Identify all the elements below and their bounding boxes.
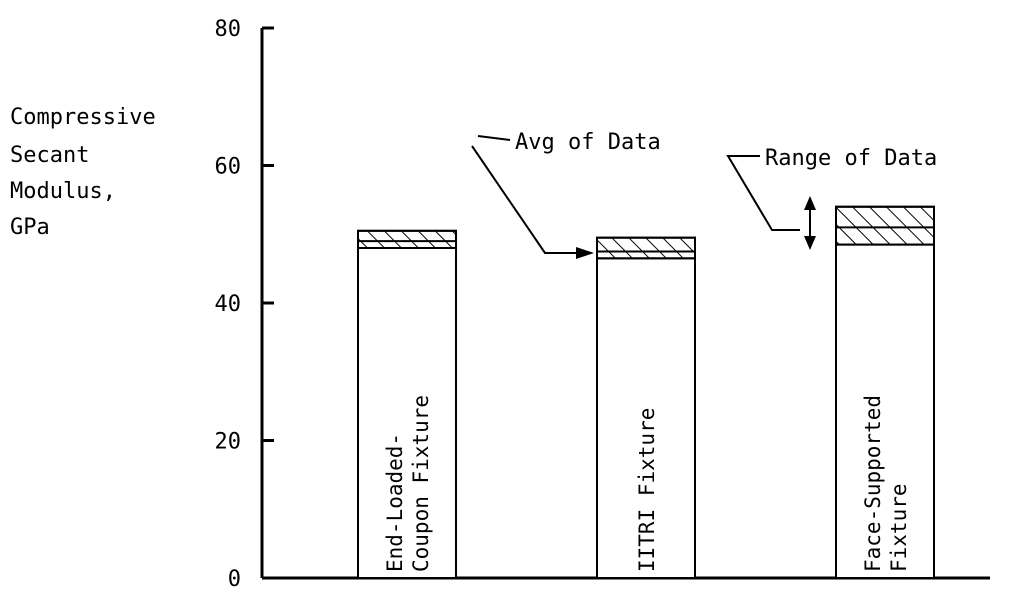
bar-label: IITRI Fixture [635, 408, 659, 572]
y-axis-label-line-1: Compressive [10, 105, 156, 130]
bar-group: Face-Supported Fixture [835, 205, 935, 579]
y-ticks: 0 20 40 60 80 [215, 17, 274, 592]
avg-leader-short [477, 135, 511, 141]
y-axis-label-line-2: Secant [10, 143, 89, 168]
y-axis-label: Compressive Secant Modulus, GPa [10, 105, 169, 240]
avg-arrowhead [576, 247, 594, 259]
bar [357, 229, 457, 579]
range-hatch [357, 229, 457, 249]
range-arrowhead-up [804, 196, 816, 210]
y-tick-label: 0 [228, 567, 241, 592]
y-tick-label: 80 [215, 17, 242, 42]
bar-group: IITRI Fixture [596, 236, 696, 579]
bar-group: End-Loaded- Coupon Fixture [357, 229, 457, 579]
bar-label: Coupon Fixture [409, 395, 433, 572]
range-annotation-label: Range of Data [765, 146, 937, 171]
bar [835, 205, 935, 579]
y-tick-label: 40 [215, 292, 242, 317]
y-tick-label: 20 [215, 430, 242, 455]
range-leader [726, 155, 800, 231]
avg-leader-long [471, 145, 577, 254]
bar-label: Fixture [887, 483, 911, 572]
y-axis-label-line-3: Modulus, [10, 179, 116, 204]
bars: End-Loaded- Coupon Fixture IITRI Fixture Fa… [357, 205, 935, 579]
bar [596, 236, 696, 579]
range-hatch [596, 236, 696, 260]
avg-annotation: Avg of Data [471, 130, 661, 259]
avg-annotation-label: Avg of Data [515, 130, 661, 155]
bar-label: Face-Supported [861, 395, 885, 572]
y-tick-label: 60 [215, 155, 242, 180]
range-arrowhead-down [804, 236, 816, 250]
y-axis-label-line-4: GPa [10, 215, 50, 240]
range-annotation: Range of Data [726, 146, 937, 250]
bar-label: End-Loaded- [383, 433, 407, 572]
range-hatch [835, 205, 935, 246]
